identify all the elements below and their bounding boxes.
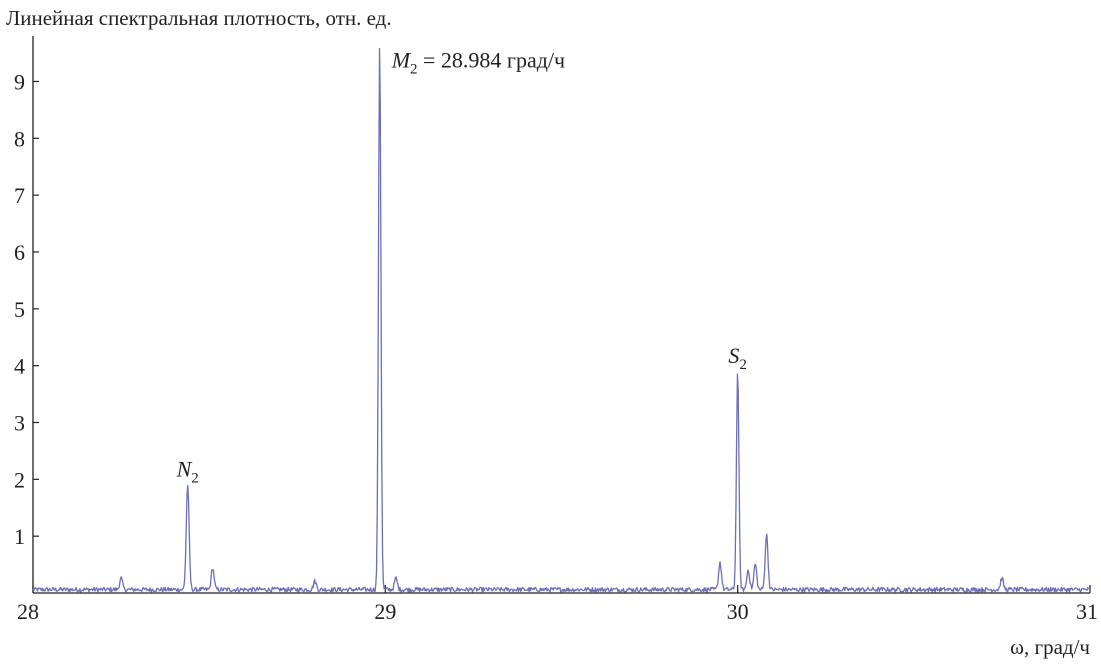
peak-label-m2: M2 = 28.984 град/ч [391,47,565,77]
y-tick-label: 6 [14,240,25,265]
axes [32,36,1090,594]
y-tick-label: 3 [14,410,25,435]
series-group [32,47,1091,593]
spectrum-line [32,47,1091,593]
x-tick-label: 29 [374,599,396,624]
y-axis-label: Линейная спектральная плотность, отн. ед… [6,6,392,30]
peak-label-n2: N2 [176,456,199,486]
y-tick-label: 8 [14,126,25,151]
annotations: N2 M2 = 28.984 град/ч S2 [176,47,747,486]
y-tick-label: 9 [14,69,25,94]
x-tick-label: 31 [1076,599,1098,624]
y-tick-label: 4 [14,354,25,379]
y-tick-label: 5 [14,297,25,322]
x-tick-label: 30 [727,599,749,624]
peak-label-s2: S2 [728,343,747,373]
y-tick-label: 2 [14,467,25,492]
y-tick-label: 7 [14,183,25,208]
tick-marks: 1 2 3 4 5 6 7 8 9 28 29 30 31 [14,69,1098,624]
x-axis-label: ω, град/ч [1010,635,1090,659]
y-tick-label: 1 [14,524,25,549]
x-tick-label: 28 [17,599,39,624]
